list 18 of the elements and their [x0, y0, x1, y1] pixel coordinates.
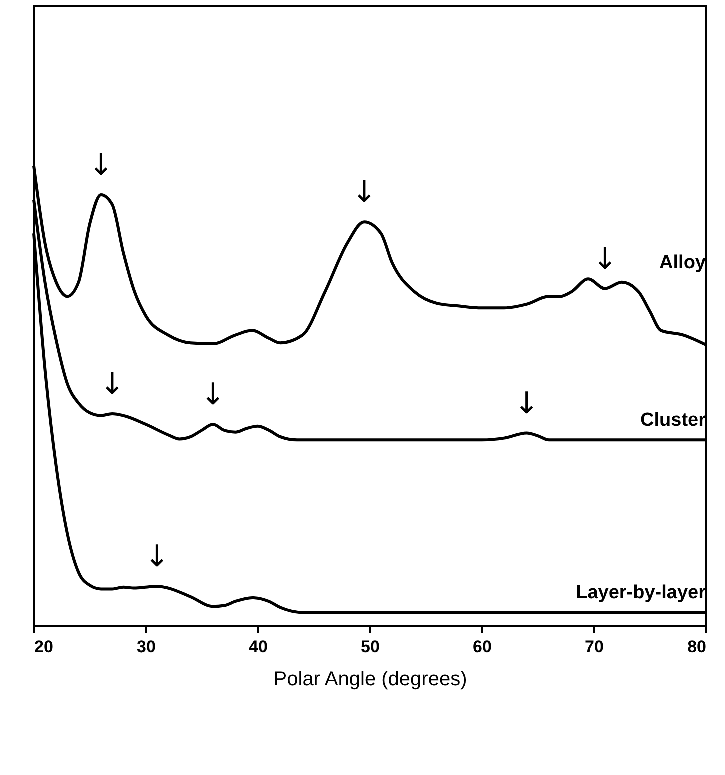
annotation: ↓	[88, 148, 114, 183]
x-axis-title: Polar Angle (degrees)	[274, 668, 468, 690]
x-tick-label: 20	[34, 638, 54, 656]
annotation: ↓	[100, 366, 125, 402]
series-label: Alloy	[660, 252, 706, 274]
x-tick-label: 50	[361, 638, 380, 656]
annotation: ↓	[200, 378, 226, 413]
annotation: ↓	[592, 242, 618, 277]
series-label: Layer-by-layer	[576, 582, 707, 604]
x-tick-label: 70	[585, 638, 604, 656]
x-tick-label: 80	[688, 638, 706, 656]
x-tick-label: 30	[137, 638, 156, 656]
x-tick-label: 40	[249, 638, 268, 656]
annotation: ↓	[514, 386, 540, 422]
x-tick-label: 60	[473, 638, 492, 656]
annotation: ↓	[352, 175, 377, 210]
annotation: ↓	[144, 539, 170, 574]
series-label: Cluster	[640, 410, 707, 432]
